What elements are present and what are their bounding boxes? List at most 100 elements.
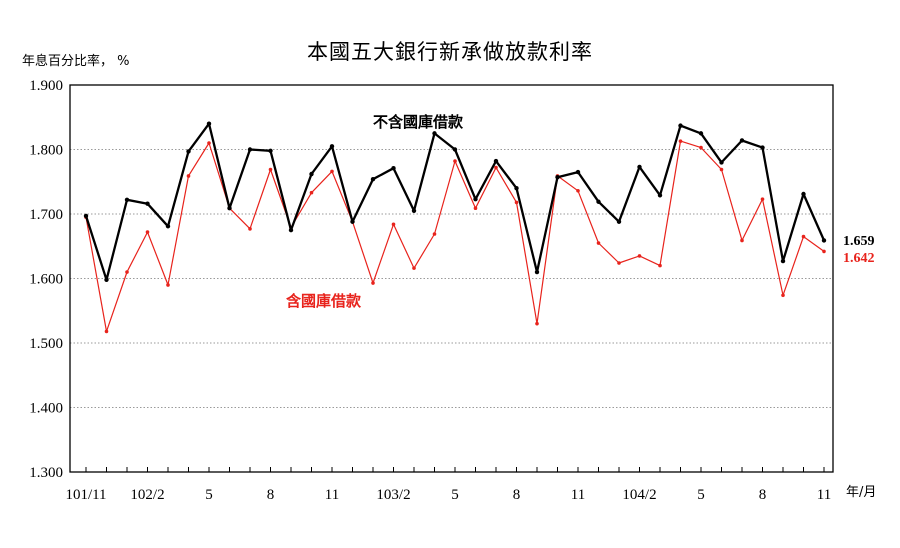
- data-point: [268, 148, 273, 153]
- y-tick-label: 1.300: [29, 465, 63, 481]
- data-point: [473, 206, 478, 210]
- data-point: [801, 191, 806, 197]
- data-point: [781, 293, 785, 298]
- x-tick-label: 103/2: [376, 487, 410, 503]
- data-point: [473, 196, 478, 202]
- data-point: [699, 145, 703, 150]
- data-point: [801, 234, 806, 239]
- x-tick-label: 8: [759, 487, 767, 503]
- data-point: [739, 138, 745, 143]
- y-unit-label: 年息百分比率， %: [22, 54, 130, 69]
- y-tick-label: 1.700: [29, 207, 63, 223]
- data-point: [391, 222, 396, 227]
- data-point: [309, 190, 314, 195]
- data-point: [186, 174, 191, 178]
- data-point: [617, 261, 621, 265]
- data-point: [391, 166, 396, 171]
- data-point: [780, 258, 786, 264]
- data-point: [453, 159, 457, 163]
- data-point: [596, 199, 601, 204]
- x-tick-label: 5: [451, 487, 459, 503]
- data-point: [637, 254, 642, 258]
- data-point: [535, 321, 539, 326]
- x-tick-label: 5: [205, 487, 213, 503]
- data-point: [309, 171, 314, 177]
- end-value-incl-treasury: 1.642: [843, 251, 875, 266]
- data-point: [493, 158, 499, 164]
- end-value-excl-treasury: 1.659: [843, 234, 875, 249]
- data-point: [678, 123, 683, 128]
- series-label-incl-treasury: 含國庫借款: [286, 292, 362, 310]
- data-point: [227, 205, 232, 211]
- data-point: [330, 169, 334, 174]
- data-point: [247, 147, 253, 152]
- x-tick-label: 5: [697, 487, 705, 503]
- data-point: [412, 266, 416, 270]
- data-point: [125, 270, 129, 274]
- x-tick-label: 11: [325, 487, 339, 503]
- chart-title: 本國五大銀行新承做放款利率: [307, 40, 593, 64]
- data-point: [637, 164, 642, 170]
- data-point: [166, 283, 170, 287]
- y-tick-label: 1.900: [29, 78, 63, 94]
- series-label-excl-treasury: 不含國庫借款: [373, 113, 464, 131]
- data-point: [698, 131, 704, 136]
- data-point: [432, 232, 437, 236]
- data-point: [248, 227, 252, 231]
- data-point: [206, 121, 212, 126]
- data-point: [514, 200, 519, 205]
- data-point: [371, 281, 375, 285]
- x-tick-label: 102/2: [130, 487, 164, 503]
- data-point: [555, 175, 560, 180]
- y-tick-label: 1.800: [29, 143, 63, 159]
- x-tick-label: 101/11: [65, 487, 106, 503]
- data-point: [104, 277, 109, 282]
- data-point: [207, 141, 211, 145]
- y-tick-label: 1.600: [29, 272, 63, 288]
- data-point: [104, 329, 109, 334]
- x-tick-label: 11: [817, 487, 831, 503]
- series-line-incl-treasury: [85, 140, 825, 332]
- data-point: [494, 165, 498, 170]
- data-point: [575, 169, 581, 175]
- plot-frame: [69, 84, 834, 473]
- x-tick-label: 11: [571, 487, 585, 503]
- data-point: [719, 167, 724, 172]
- data-point: [83, 213, 89, 219]
- data-point: [145, 201, 150, 206]
- y-tick-label: 1.500: [29, 336, 63, 352]
- data-point: [452, 147, 458, 152]
- data-point: [145, 230, 150, 234]
- data-point: [657, 193, 663, 198]
- data-point: [186, 149, 191, 154]
- data-point: [370, 176, 376, 182]
- data-point: [329, 144, 335, 149]
- data-point: [350, 219, 355, 224]
- data-point: [658, 263, 662, 268]
- data-point: [760, 145, 765, 150]
- data-point: [411, 208, 417, 213]
- y-tick-label: 1.400: [29, 401, 63, 417]
- data-point: [288, 227, 294, 233]
- data-point: [534, 269, 540, 275]
- data-point: [616, 219, 622, 224]
- x-tick-label: 8: [267, 487, 275, 503]
- data-point: [596, 241, 601, 245]
- x-unit-label: 年/月: [846, 485, 877, 500]
- data-point: [514, 186, 519, 191]
- data-point: [124, 197, 130, 203]
- data-point: [576, 188, 580, 193]
- x-tick-label: 104/2: [622, 487, 656, 503]
- data-point: [719, 160, 724, 165]
- data-point: [822, 249, 826, 254]
- data-point: [268, 167, 273, 172]
- data-point: [740, 238, 744, 243]
- data-point: [678, 139, 683, 143]
- series-line-excl-treasury: [84, 122, 826, 281]
- data-point: [432, 131, 437, 136]
- data-point: [821, 238, 827, 243]
- data-point: [760, 197, 765, 201]
- data-point: [165, 224, 171, 229]
- x-tick-label: 8: [513, 487, 521, 503]
